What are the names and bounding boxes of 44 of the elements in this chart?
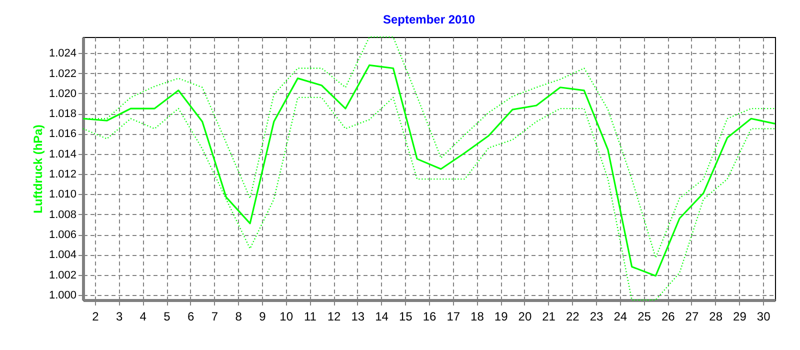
x-tick-label: 24 <box>614 310 628 324</box>
x-tick-label: 2 <box>92 310 100 324</box>
x-tick-label: 4 <box>140 310 147 324</box>
y-tick-label: 1.016 <box>48 128 76 140</box>
x-tick-label: 28 <box>709 310 723 324</box>
y-tick-label: 1.000 <box>48 289 76 302</box>
x-tick-label: 11 <box>304 310 317 324</box>
x-tick-label: 29 <box>733 310 747 324</box>
x-tick-label: 18 <box>470 310 484 324</box>
y-tick-label: 1.010 <box>48 188 76 201</box>
y-tick-label: 1.024 <box>48 48 76 60</box>
y-tick-label: 1.020 <box>48 88 76 100</box>
y-axis-title: Luftdruck (hPa) <box>30 124 45 214</box>
x-tick-label: 12 <box>327 310 342 324</box>
y-tick-label: 1.002 <box>48 269 76 282</box>
y-tick-label: 1.014 <box>48 148 76 160</box>
x-tick-label: 9 <box>259 310 266 324</box>
chart-title: September 2010 <box>382 12 476 26</box>
y-tick-label: 1.006 <box>48 229 76 241</box>
x-tick-label: 27 <box>685 310 699 324</box>
x-tick-label: 5 <box>164 310 171 324</box>
x-tick-label: 7 <box>211 310 218 324</box>
x-tick-label: 30 <box>756 310 771 324</box>
x-tick-label: 22 <box>566 310 580 324</box>
x-tick-label: 14 <box>375 310 389 324</box>
y-tick-label: 1.018 <box>48 108 76 120</box>
y-tick-label: 1.004 <box>48 249 76 262</box>
y-tick-label: 1.022 <box>48 68 76 80</box>
x-tick-label: 26 <box>661 310 676 324</box>
x-tick-label: 19 <box>494 310 508 324</box>
x-tick-label: 17 <box>446 310 460 324</box>
x-tick-label: 21 <box>542 310 556 324</box>
x-tick-label: 25 <box>638 310 652 324</box>
x-tick-label: 13 <box>351 310 365 324</box>
x-tick-label: 8 <box>235 310 242 324</box>
x-tick-label: 3 <box>116 310 123 324</box>
x-tick-label: 10 <box>280 310 294 324</box>
x-tick-label: 16 <box>422 310 436 324</box>
x-tick-label: 20 <box>518 310 532 324</box>
y-tick-label: 1.012 <box>48 168 76 181</box>
y-tick-label: 1.008 <box>48 208 76 221</box>
x-tick-label: 23 <box>590 310 604 324</box>
x-tick-label: 6 <box>188 310 195 324</box>
x-tick-label: 15 <box>398 310 413 324</box>
